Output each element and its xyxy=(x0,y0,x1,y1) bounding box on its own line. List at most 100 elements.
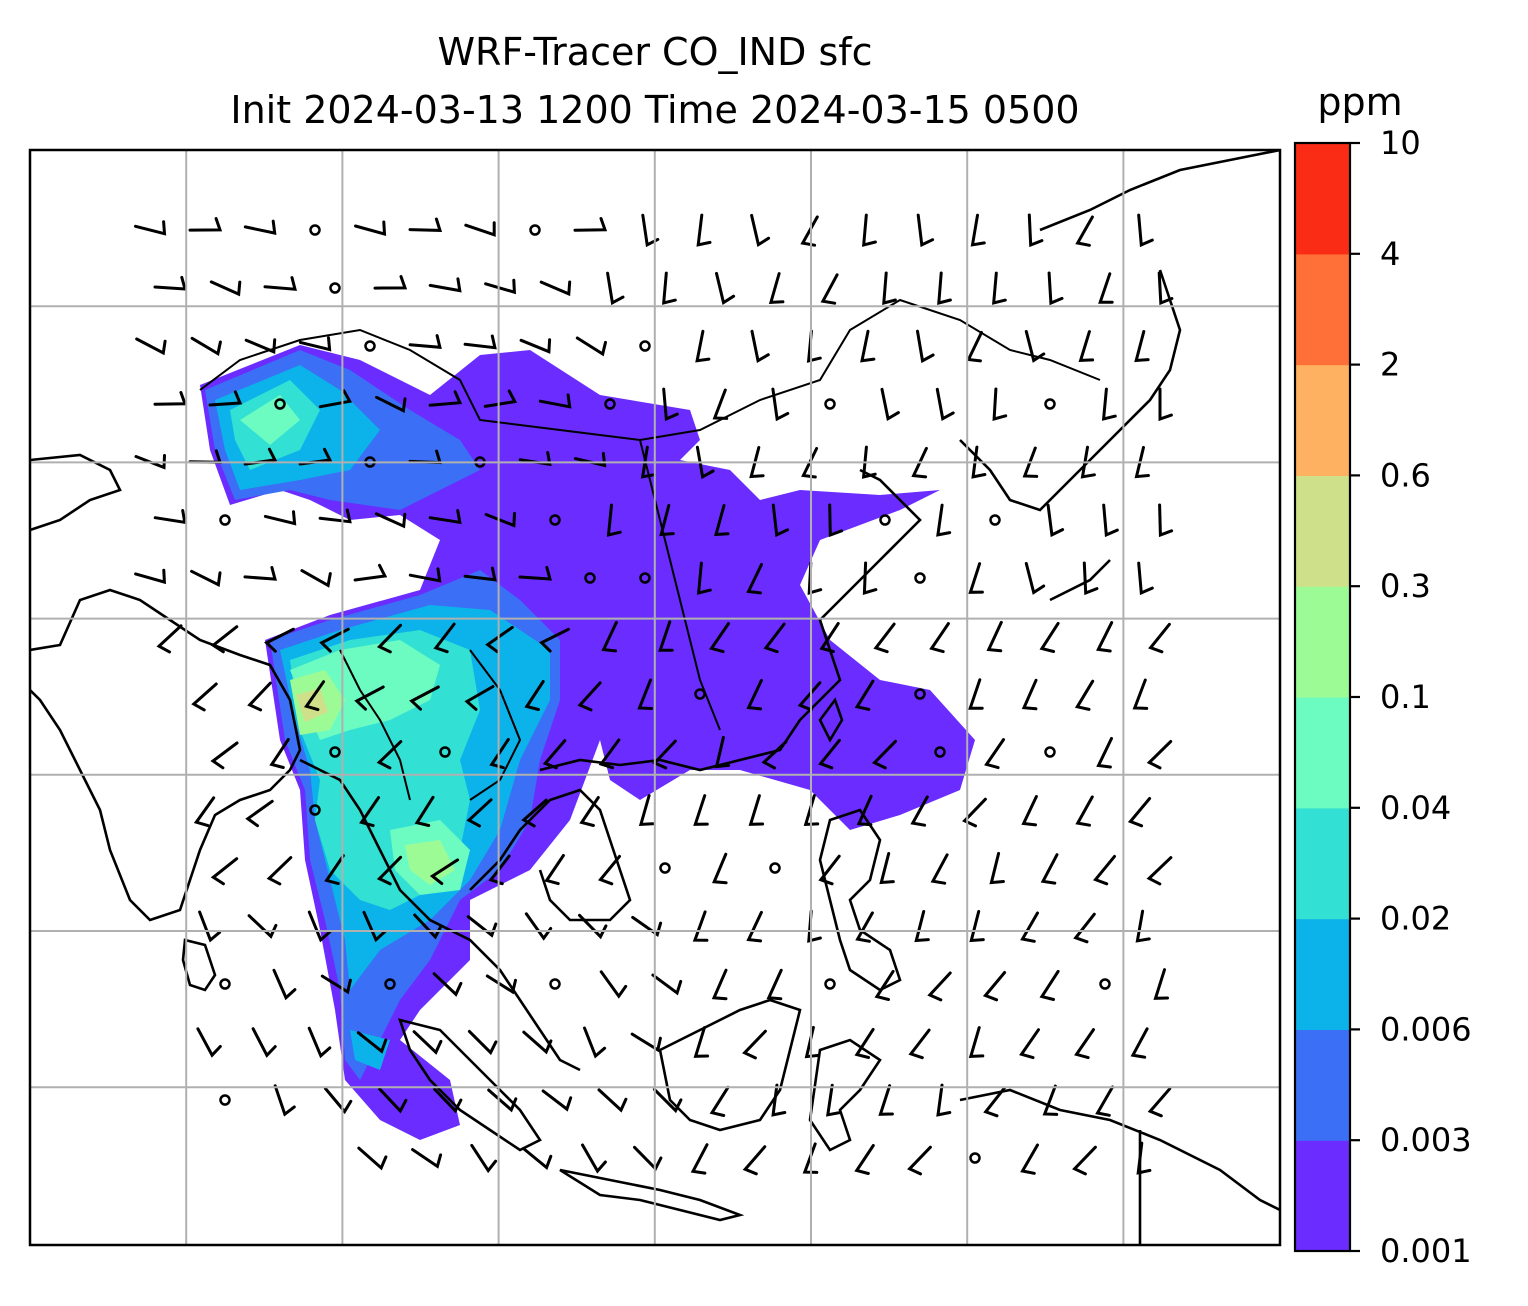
wind-barb xyxy=(542,739,567,770)
wind-barb xyxy=(464,685,495,711)
colorbar-tick-label: 0.04 xyxy=(1380,789,1451,827)
wind-barb xyxy=(968,678,984,710)
coastline-sumatra xyxy=(398,1018,542,1152)
wind-barb xyxy=(541,1089,573,1112)
colorbar-segment-1 xyxy=(1295,1029,1350,1141)
wind-barb xyxy=(874,969,895,1001)
wind-barb xyxy=(522,1030,553,1055)
wind-barb xyxy=(354,220,387,237)
wind-barb xyxy=(210,857,239,886)
wind-barb xyxy=(1136,1141,1152,1175)
wind-barb xyxy=(911,446,928,479)
colorbar-tick-label: 0.003 xyxy=(1380,1121,1472,1159)
calm-marker xyxy=(274,398,286,410)
calm-marker xyxy=(659,862,671,874)
wind-barb xyxy=(524,680,545,711)
chart-title-line1: WRF-Tracer CO_IND sfc xyxy=(437,30,873,74)
calm-marker xyxy=(824,398,836,410)
gridlines xyxy=(30,150,1280,1245)
wind-barb xyxy=(983,1086,1006,1118)
wind-barb xyxy=(862,213,877,247)
wind-barb xyxy=(433,1087,463,1114)
wind-barb xyxy=(1080,445,1096,479)
wind-barb xyxy=(378,1087,408,1114)
calm-marker xyxy=(329,282,341,294)
wind-barb xyxy=(1075,795,1094,827)
wind-barb xyxy=(1096,737,1113,769)
wind-barb xyxy=(750,329,770,364)
colorbar-segment-4 xyxy=(1295,697,1350,809)
wind-barb xyxy=(463,334,497,350)
wind-barb xyxy=(319,627,350,653)
colorbar-tick-label: 0.02 xyxy=(1380,900,1451,938)
wind-barb xyxy=(1093,854,1116,886)
wind-barb xyxy=(273,1084,296,1117)
wind-barb xyxy=(583,1026,607,1059)
wind-barb xyxy=(992,271,1007,305)
wind-barb xyxy=(1020,911,1039,943)
wind-barb xyxy=(690,1143,709,1175)
wind-barb xyxy=(1073,912,1096,944)
wind-barb xyxy=(1074,679,1095,711)
wind-barb xyxy=(1137,561,1154,596)
wind-barb xyxy=(209,280,242,297)
colorbar-tick-label: 0.6 xyxy=(1380,456,1431,494)
calm-marker xyxy=(384,978,396,990)
wind-barb xyxy=(750,213,771,247)
wind-barb xyxy=(916,213,935,248)
wind-barb xyxy=(1042,1084,1059,1116)
colorbar-tick-label: 4 xyxy=(1380,235,1400,273)
wind-barb xyxy=(318,508,352,524)
wind-barb xyxy=(768,272,785,305)
wind-barb xyxy=(191,682,218,712)
wind-barb xyxy=(544,854,565,886)
wind-barb xyxy=(247,914,278,939)
wind-barb xyxy=(539,627,570,653)
wind-barb xyxy=(746,563,763,595)
wind-barb xyxy=(966,331,983,363)
wind-barb xyxy=(662,387,679,422)
wind-barb xyxy=(962,797,987,828)
wind-barb xyxy=(860,329,876,363)
wind-barb xyxy=(709,1085,730,1117)
wind-barb xyxy=(696,561,712,595)
wind-barb xyxy=(411,1148,443,1169)
calm-marker xyxy=(769,862,781,874)
wind-barb xyxy=(927,971,952,1002)
coastline-srilanka xyxy=(181,938,217,992)
wind-barb xyxy=(907,1145,932,1176)
wind-barb xyxy=(1158,387,1173,422)
wind-barb xyxy=(1046,503,1065,538)
wind-barb xyxy=(153,275,188,291)
wind-barb xyxy=(1082,561,1099,596)
wind-barb xyxy=(638,794,655,827)
wind-barb xyxy=(1039,969,1060,1001)
wind-barb xyxy=(1096,621,1114,653)
wind-barb xyxy=(153,391,188,406)
wind-barb xyxy=(408,334,442,349)
wind-barb xyxy=(662,271,677,305)
wind-barb xyxy=(763,622,786,654)
wind-barb xyxy=(712,388,729,420)
wind-barb xyxy=(577,681,602,712)
wind-barb xyxy=(1146,856,1173,886)
wind-barb xyxy=(873,622,896,654)
calm-marker xyxy=(879,514,891,526)
wind-barb xyxy=(269,738,290,769)
wind-barb xyxy=(428,277,462,293)
colorbar-unit-label: ppm xyxy=(1317,80,1403,124)
wind-barb xyxy=(861,445,877,479)
wind-barb xyxy=(463,566,497,582)
calm-marker xyxy=(219,514,231,526)
concentration-level-03 xyxy=(296,688,328,722)
wind-barb xyxy=(324,854,345,886)
wind-barb xyxy=(575,336,607,357)
wind-barb xyxy=(153,509,187,525)
wind-barb xyxy=(263,276,297,291)
wind-barb xyxy=(771,503,789,538)
colorbar-tick-label: 0.001 xyxy=(1380,1232,1472,1270)
calm-marker xyxy=(549,514,561,526)
coastline-india xyxy=(30,588,302,922)
wind-barb xyxy=(413,913,443,940)
wind-barb xyxy=(693,1026,710,1058)
